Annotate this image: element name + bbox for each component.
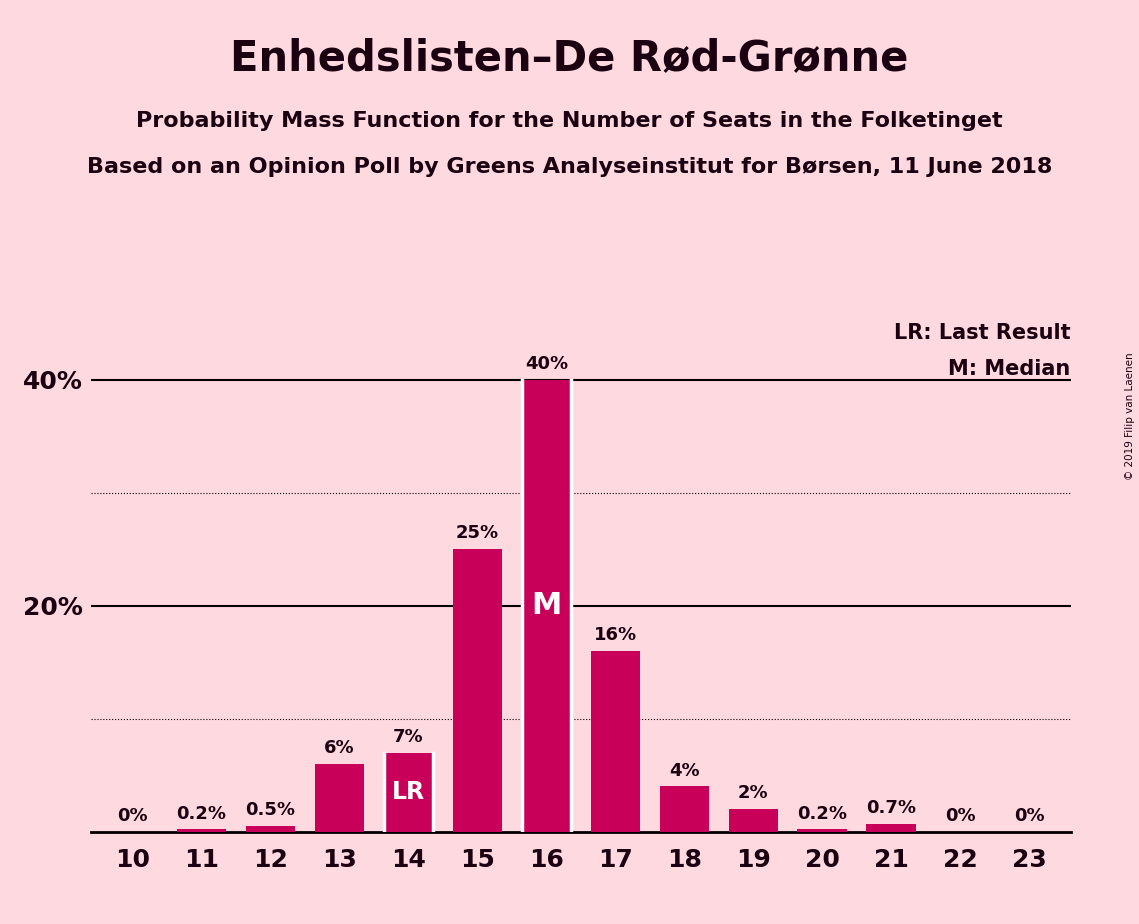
Text: M: M (531, 591, 562, 620)
Bar (867, 823, 916, 832)
Text: 2%: 2% (738, 784, 769, 802)
Text: 7%: 7% (393, 728, 424, 746)
Bar (522, 380, 572, 832)
Text: 40%: 40% (525, 355, 568, 373)
Bar (590, 650, 640, 832)
Bar (314, 764, 364, 832)
Text: Enhedslisten–De Rød-Grønne: Enhedslisten–De Rød-Grønne (230, 37, 909, 79)
Text: LR: LR (392, 780, 425, 804)
Text: 6%: 6% (325, 739, 354, 757)
Bar (729, 809, 778, 832)
Text: M: Median: M: Median (949, 359, 1071, 379)
Text: 0%: 0% (1014, 807, 1044, 825)
Text: 16%: 16% (593, 626, 637, 644)
Bar (452, 549, 502, 832)
Text: 0.2%: 0.2% (797, 805, 847, 822)
Bar (797, 830, 847, 832)
Text: 0%: 0% (945, 807, 976, 825)
Bar (384, 752, 433, 832)
Text: Probability Mass Function for the Number of Seats in the Folketinget: Probability Mass Function for the Number… (137, 111, 1002, 131)
Bar (659, 786, 710, 832)
Text: 0%: 0% (117, 807, 148, 825)
Text: 25%: 25% (456, 525, 499, 542)
Text: 0.5%: 0.5% (246, 801, 295, 820)
Bar (246, 826, 295, 832)
Text: Based on an Opinion Poll by Greens Analyseinstitut for Børsen, 11 June 2018: Based on an Opinion Poll by Greens Analy… (87, 157, 1052, 177)
Text: 0.7%: 0.7% (867, 799, 916, 817)
Text: 0.2%: 0.2% (177, 805, 227, 822)
Bar (177, 830, 227, 832)
Text: © 2019 Filip van Laenen: © 2019 Filip van Laenen (1125, 352, 1134, 480)
Text: LR: Last Result: LR: Last Result (894, 323, 1071, 344)
Text: 4%: 4% (669, 761, 699, 780)
